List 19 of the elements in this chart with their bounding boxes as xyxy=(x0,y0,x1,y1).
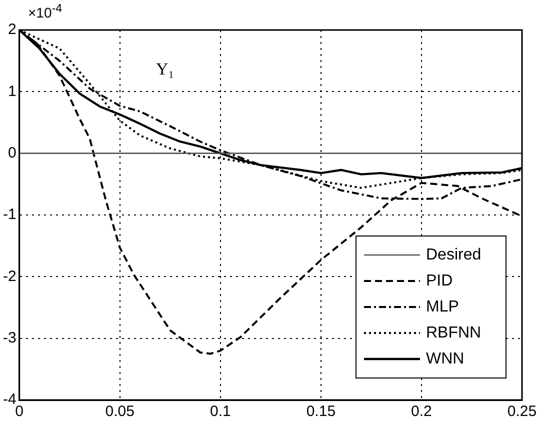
y-tick-label: -1 xyxy=(2,206,16,224)
y-tick-label: -3 xyxy=(2,329,16,346)
y-tick-label: -4 xyxy=(2,391,16,408)
y-tick-label: -2 xyxy=(2,268,16,285)
x-tick-label: 0.05 xyxy=(105,403,134,420)
legend-label: PID xyxy=(426,272,453,290)
legend-label: Desired xyxy=(426,246,482,264)
x-tick-label: 0.15 xyxy=(306,403,336,420)
y-tick-label: 0 xyxy=(8,144,16,162)
x-tick-label: 0.2 xyxy=(411,403,432,420)
legend-label: MLP xyxy=(426,298,459,316)
legend-label: RBFNN xyxy=(426,324,482,342)
text: ×10$^{-4}$ xyxy=(28,2,62,21)
legend-label: WNN xyxy=(426,350,464,368)
annotation: Y₁ xyxy=(156,59,174,78)
y-tick-label: 2 xyxy=(8,21,16,38)
y-tick-label: 1 xyxy=(8,82,16,100)
x-tick-label: 0.25 xyxy=(507,403,537,420)
x-tick-label: 0.1 xyxy=(210,403,231,420)
